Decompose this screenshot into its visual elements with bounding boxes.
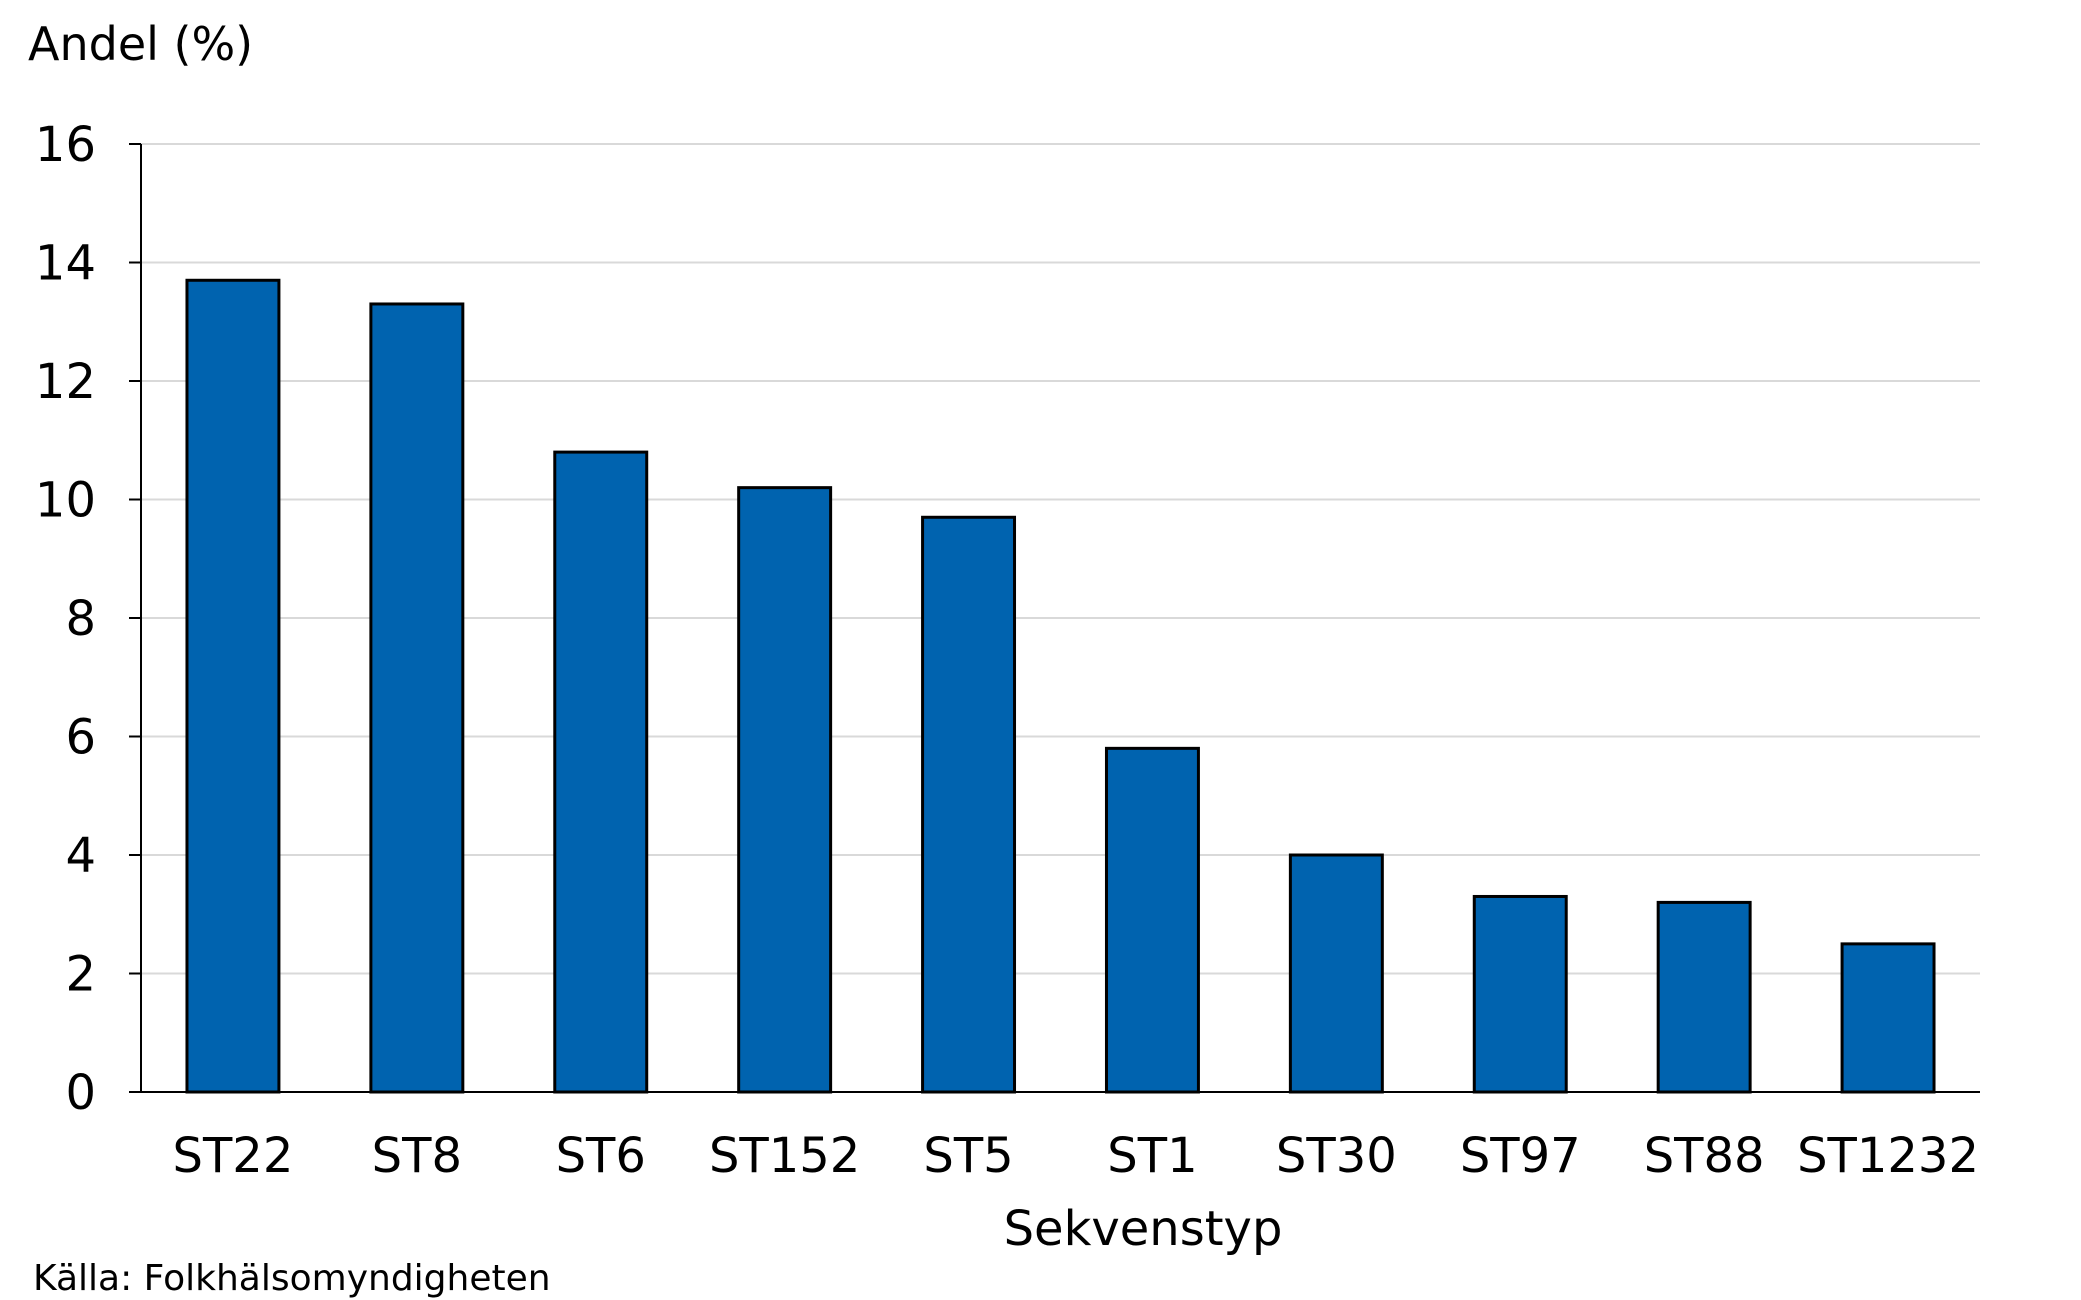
x-tick-label: ST5 [923, 1128, 1013, 1184]
y-tick-label: 12 [35, 354, 96, 410]
y-tick-label: 10 [35, 473, 96, 529]
x-tick-label: ST8 [372, 1128, 462, 1184]
y-tick-label: 4 [65, 828, 96, 884]
bar-st22 [185, 278, 281, 1094]
y-tick-label: 0 [65, 1065, 96, 1121]
bar-st6 [553, 450, 649, 1094]
x-tick-label: ST30 [1276, 1128, 1397, 1184]
bar-st88 [1656, 900, 1752, 1094]
x-axis-title: Sekvenstyp [1004, 1201, 1283, 1257]
bar-st1232 [1840, 942, 1936, 1094]
x-tick-label: ST152 [709, 1128, 860, 1184]
x-tick-label: ST1 [1107, 1128, 1197, 1184]
y-axis-title: Andel (%) [28, 17, 253, 71]
x-tick-label: ST6 [556, 1128, 646, 1184]
axes [129, 143, 1980, 1093]
x-tick-label: ST97 [1460, 1128, 1581, 1184]
y-tick-label: 6 [65, 710, 96, 766]
x-tick-labels: ST22 ST8 ST6 ST152 ST5 ST1 ST30 ST97 ST88 ST1232 [173, 1128, 1980, 1184]
bar-st152 [737, 486, 833, 1094]
bar-st1 [1104, 746, 1200, 1094]
y-tick-label: 2 [65, 947, 96, 1003]
bars [185, 278, 1936, 1094]
source-note: Källa: Folkhälsomyndigheten [33, 1258, 551, 1299]
y-tick-label: 16 [35, 117, 96, 173]
y-tick-label: 14 [35, 236, 96, 292]
bar-st30 [1288, 853, 1384, 1094]
y-tick-label: 8 [65, 591, 96, 647]
bar-st97 [1472, 894, 1568, 1094]
x-tick-label: ST22 [173, 1128, 294, 1184]
y-tick-labels: 0 2 4 6 8 10 12 14 16 [35, 117, 96, 1121]
bar-st8 [369, 302, 465, 1094]
x-tick-label: ST88 [1644, 1128, 1765, 1184]
bar-st5 [921, 515, 1017, 1094]
x-tick-label: ST1232 [1797, 1128, 1979, 1184]
